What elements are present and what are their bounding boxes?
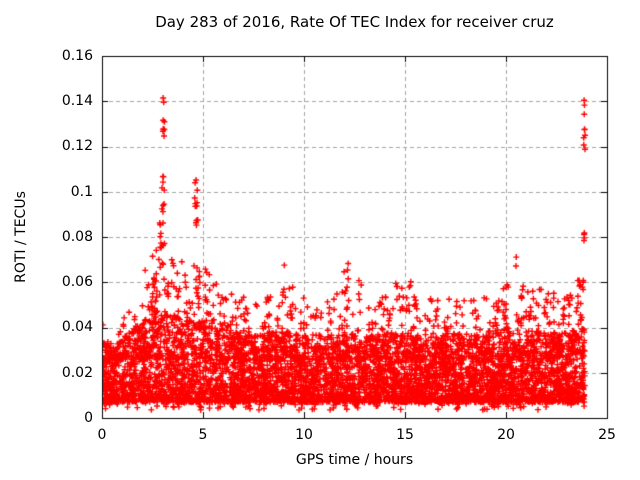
chart-title: Day 283 of 2016, Rate Of TEC Index for r… [155,13,554,31]
y-tick-label-0.12: 0.12 [61,138,93,154]
x-tick-label-10: 10 [295,427,313,443]
y-tick-label-0: 0 [84,410,93,426]
y-tick-label-0.14: 0.14 [61,93,93,109]
y-tick-label-0.06: 0.06 [61,274,93,290]
y-tick-label-0.16: 0.16 [61,48,93,64]
y-tick-label-0.02: 0.02 [61,365,93,381]
x-tick-label-5: 5 [198,427,208,443]
x-tick-label-20: 20 [497,427,515,443]
y-tick-label-0.04: 0.04 [61,319,93,335]
x-tick-label-25: 25 [598,427,616,443]
y-tick-label-0.1: 0.1 [70,184,93,200]
x-axis-label: GPS time / hours [295,452,414,468]
x-tick-label-15: 15 [396,427,414,443]
x-tick-label-0: 0 [97,427,107,443]
y-tick-label-0.08: 0.08 [61,229,93,245]
